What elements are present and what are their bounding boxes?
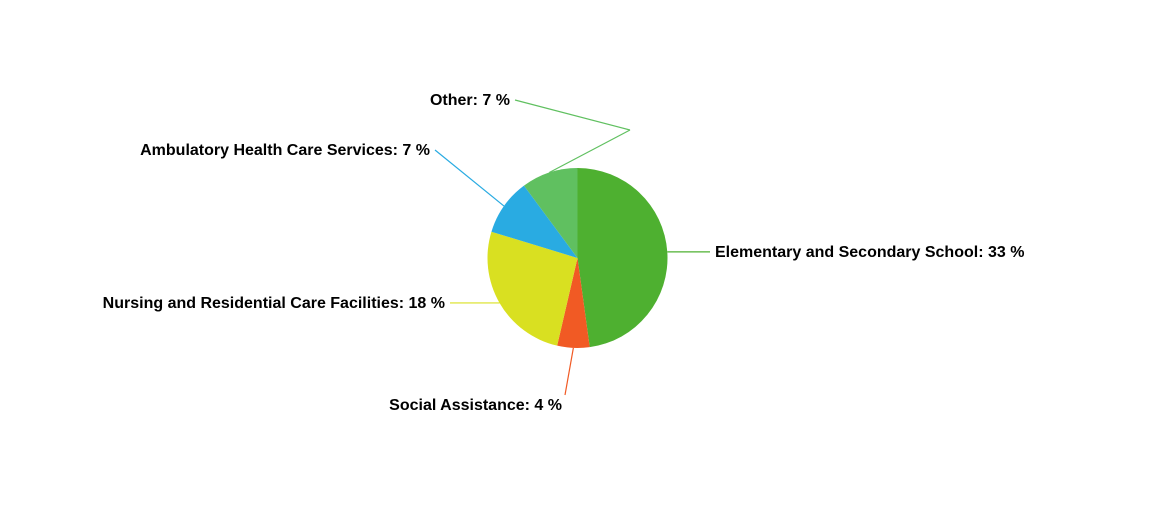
pie-chart: Elementary and Secondary School: 33 % Soc… xyxy=(0,0,1155,517)
slice-label: Elementary and Secondary School: 33 % xyxy=(715,244,1024,261)
slice-label: Other: 7 % xyxy=(430,92,510,109)
slice-label: Nursing and Residential Care Facilities:… xyxy=(103,295,445,312)
slice-label: Ambulatory Health Care Services: 7 % xyxy=(140,142,430,159)
slice-label: Social Assistance: 4 % xyxy=(389,397,562,414)
pie-slice xyxy=(578,168,668,347)
